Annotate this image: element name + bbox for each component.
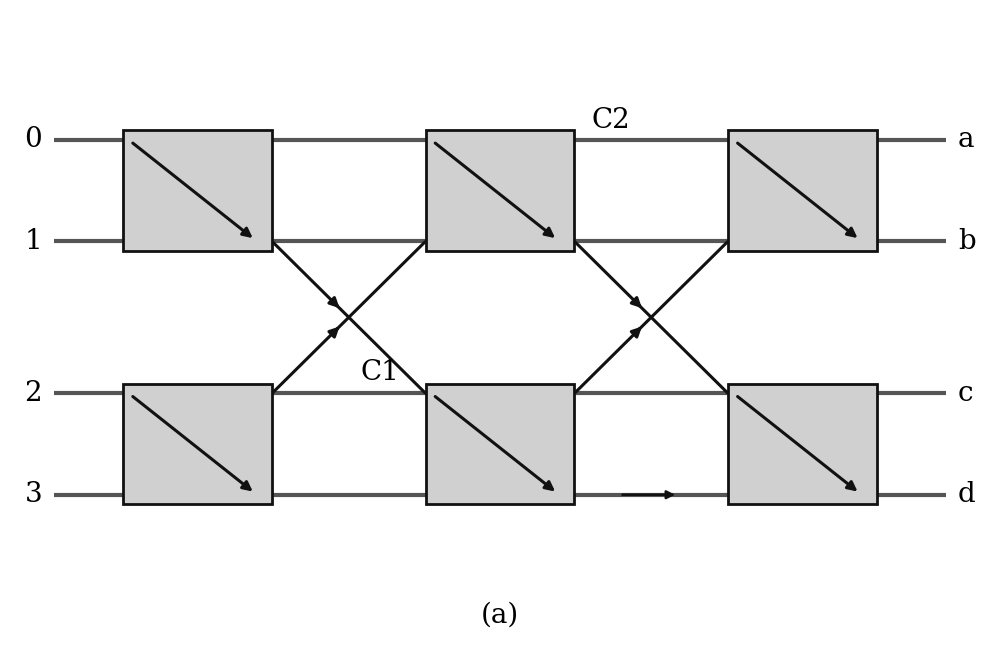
Bar	[123, 131, 272, 251]
Bar	[426, 384, 574, 504]
Text: b: b	[958, 228, 976, 255]
Text: a: a	[958, 127, 974, 153]
Text: 1: 1	[24, 228, 42, 255]
Bar	[123, 384, 272, 504]
Text: C2: C2	[591, 106, 630, 133]
Text: 0: 0	[24, 127, 42, 153]
Text: C1: C1	[361, 358, 400, 385]
Text: c: c	[958, 380, 973, 407]
Text: 3: 3	[24, 481, 42, 508]
Bar	[426, 131, 574, 251]
Bar	[728, 384, 877, 504]
Bar	[728, 131, 877, 251]
Text: d: d	[958, 481, 976, 508]
Text: (a): (a)	[481, 602, 519, 628]
Text: 2: 2	[24, 380, 42, 407]
